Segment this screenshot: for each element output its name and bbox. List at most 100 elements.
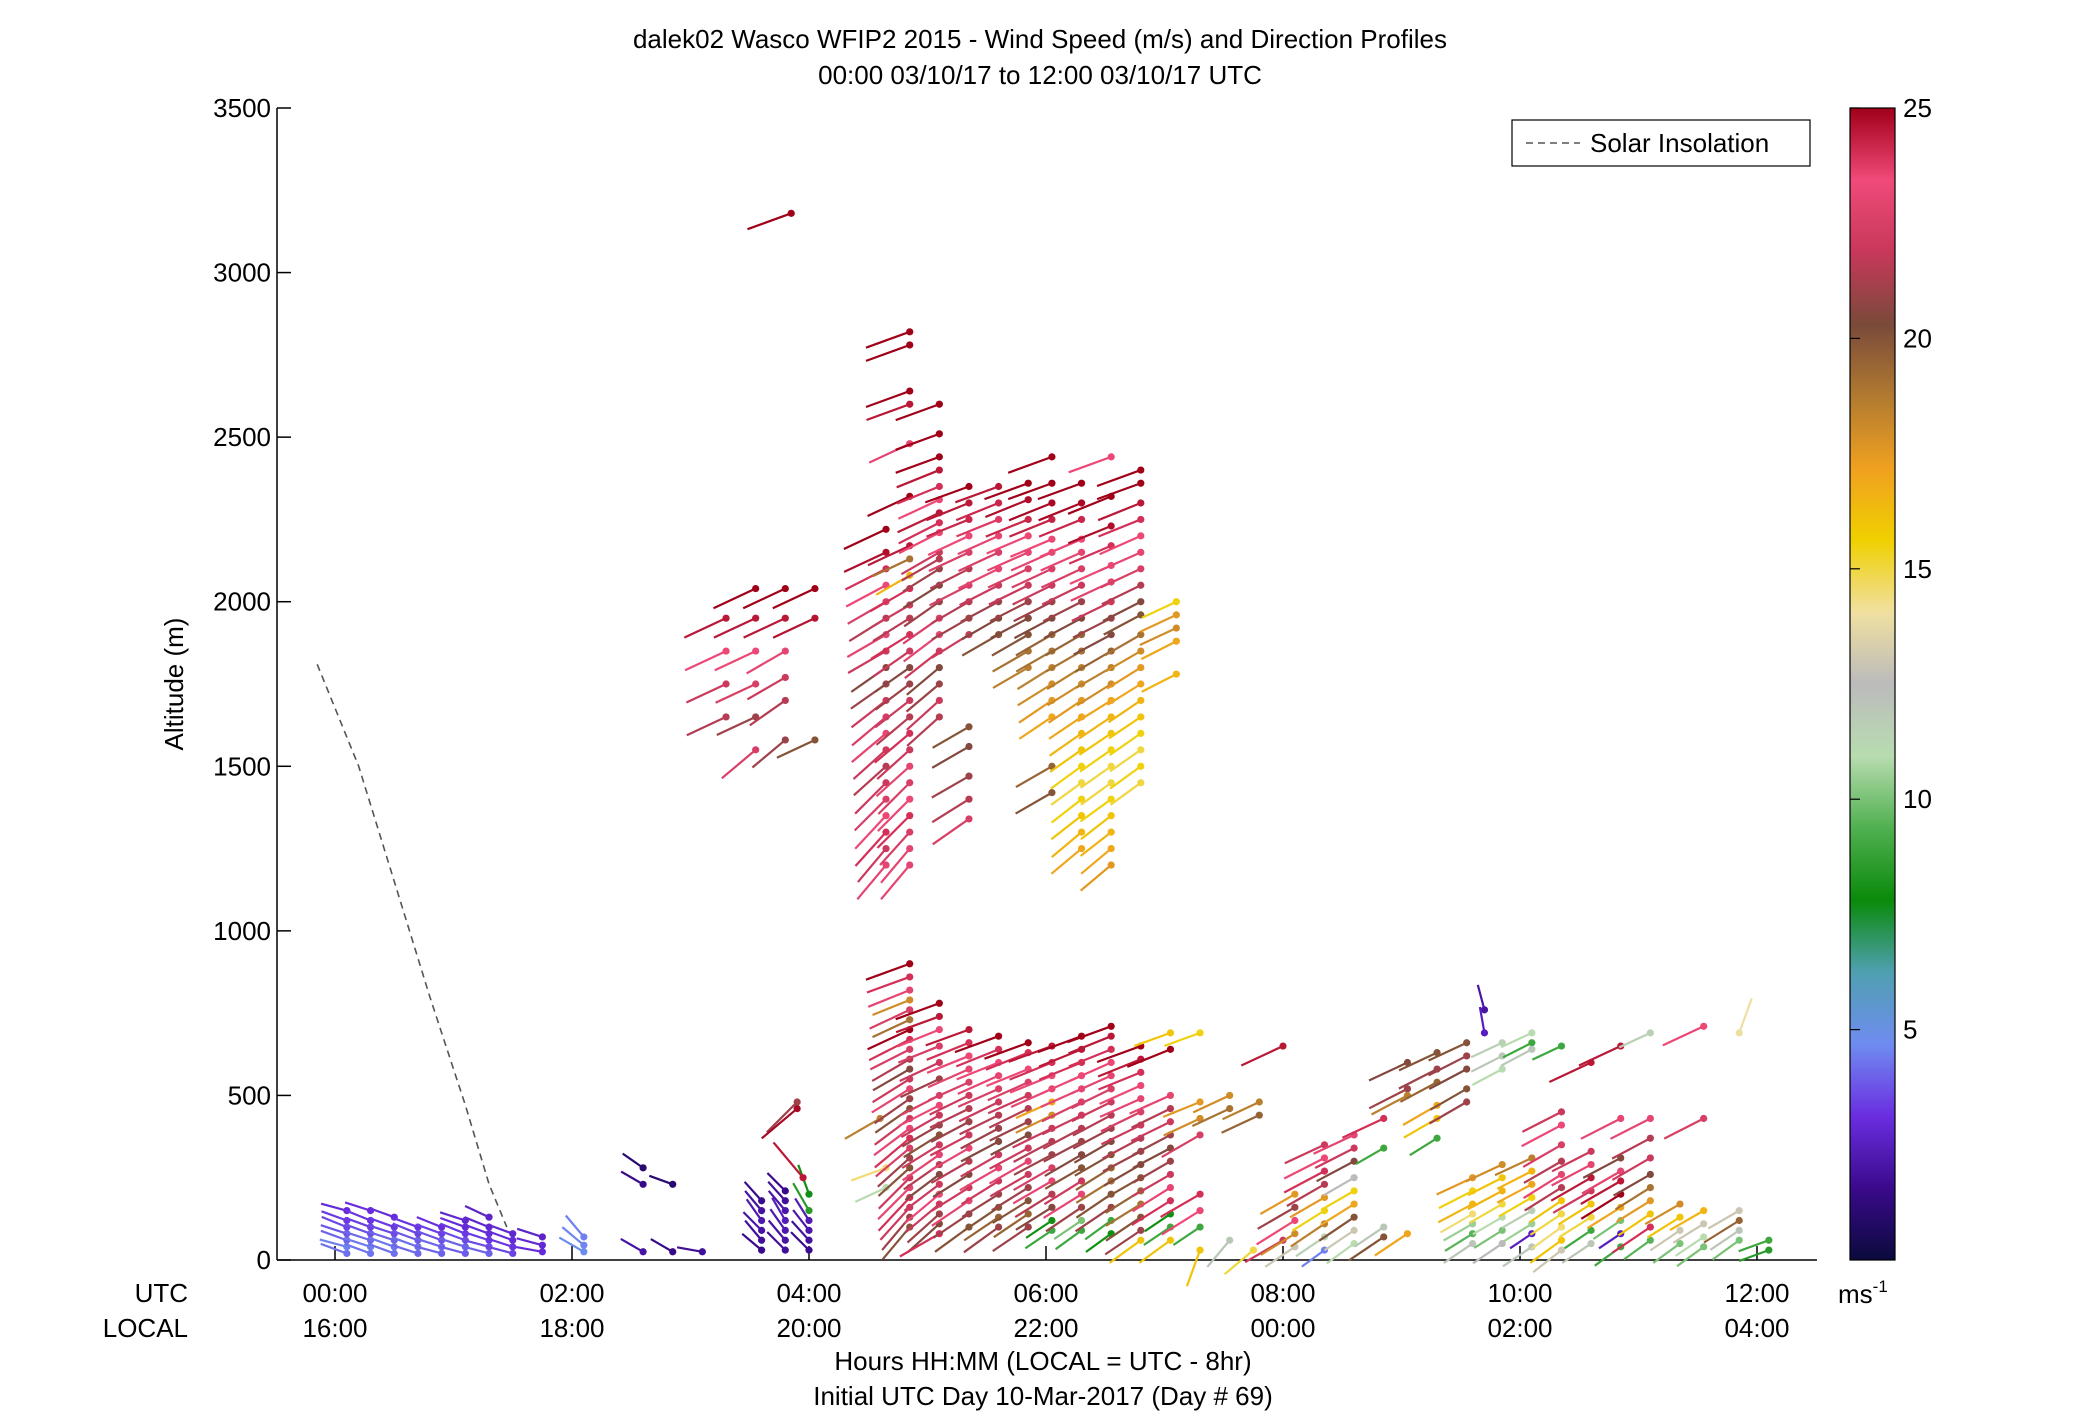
wind-barb-point — [906, 1045, 914, 1053]
wind-barb-shaft — [1067, 495, 1112, 515]
wind-barb-shaft — [869, 587, 911, 613]
wind-barb-shaft — [931, 775, 970, 799]
wind-barb-point — [906, 1164, 914, 1172]
wind-barb-shaft — [1049, 748, 1083, 773]
x-tick-label-local: 16:00 — [302, 1313, 367, 1343]
wind-barb-point — [758, 1236, 766, 1244]
x-tick-label-local: 20:00 — [776, 1313, 841, 1343]
wind-barb-point — [965, 795, 973, 803]
wind-barb-shaft — [957, 1074, 1000, 1095]
wind-barb-shaft — [880, 847, 911, 884]
wind-barb-point — [882, 525, 890, 533]
wind-barb-point — [722, 680, 730, 688]
wind-barb-point — [1617, 1177, 1625, 1185]
wind-barb-point — [1048, 515, 1056, 524]
wind-barb-shaft — [905, 683, 941, 713]
wind-barb-shaft — [876, 749, 911, 780]
wind-barb-shaft — [391, 1236, 419, 1248]
wind-barb-shaft — [1669, 1209, 1705, 1232]
x-tick-label-utc: 04:00 — [776, 1278, 841, 1308]
wind-barb-shaft — [1096, 469, 1142, 488]
wind-barb-shaft — [866, 975, 911, 994]
y-tick-label: 3500 — [213, 93, 271, 123]
wind-barb-point — [1498, 1187, 1506, 1195]
wind-barb-shaft — [1038, 501, 1082, 522]
x-tick-label-utc: 08:00 — [1250, 1278, 1315, 1308]
wind-barb-point — [1077, 1203, 1086, 1211]
x-axis-ticks: 00:00 16:00 02:00 18:00 04:00 20:00 06:00 22:00… — [302, 1246, 1790, 1343]
wind-barb-point — [1320, 1180, 1329, 1188]
wind-barb-point — [1024, 1197, 1032, 1205]
chart-title: dalek02 Wasco WFIP2 2015 - Wind Speed (m… — [633, 24, 1447, 54]
wind-barb-point — [906, 986, 914, 994]
wind-barb-shaft — [903, 1183, 941, 1212]
wind-barbs — [319, 209, 1773, 1287]
wind-barb-shaft — [904, 1193, 941, 1225]
wind-barb-shaft — [1073, 1140, 1112, 1164]
wind-barb-shaft — [959, 584, 1000, 607]
wind-barb-point — [1463, 1052, 1471, 1060]
wind-barb-shaft — [1100, 1110, 1142, 1133]
wind-barb-shaft — [1038, 518, 1082, 538]
wind-barb-point — [935, 1111, 943, 1119]
wind-barb-shaft — [929, 1094, 970, 1116]
wind-barb-point — [882, 828, 890, 836]
wind-barb-shaft — [1011, 567, 1053, 589]
wind-barb-point — [722, 647, 730, 655]
wind-barb-point — [995, 1098, 1003, 1106]
wind-barb-shaft — [932, 1173, 970, 1198]
wind-barb-shaft — [930, 1120, 970, 1143]
wind-barb-shaft — [854, 814, 887, 850]
wind-barb-shaft — [1301, 1249, 1326, 1268]
wind-barb-shaft — [516, 1227, 543, 1239]
wind-barb-shaft — [1050, 781, 1083, 806]
wind-barb-shaft — [439, 1216, 466, 1229]
wind-barb-shaft — [367, 1230, 395, 1242]
wind-barb-shaft — [1341, 1117, 1385, 1139]
wind-barb-shaft — [926, 1054, 970, 1074]
wind-barb-point — [1255, 1098, 1263, 1106]
wind-barb-point — [995, 1032, 1003, 1040]
wind-barb-shaft — [751, 739, 787, 769]
wind-barb-shaft — [931, 1186, 970, 1212]
wind-barb-point — [1498, 1174, 1506, 1182]
wind-barb-point — [995, 1085, 1003, 1093]
wind-barb-shaft — [924, 485, 970, 504]
wind-barb-point — [1024, 515, 1032, 524]
wind-barb-point — [1137, 598, 1145, 606]
wind-barb-shaft — [1069, 1061, 1112, 1082]
wind-barb-shaft — [854, 831, 887, 867]
wind-barb-shaft — [843, 551, 887, 573]
wind-barb-shaft — [872, 1018, 911, 1039]
wind-barb-shaft — [992, 650, 1029, 673]
wind-barb-shaft — [990, 1133, 1029, 1156]
wind-barb-point — [1024, 1118, 1032, 1126]
wind-barb-shaft — [344, 1216, 371, 1229]
wind-barb-shaft — [954, 1035, 999, 1054]
wind-barb-shaft — [1018, 699, 1053, 724]
wind-barb-point — [1557, 1108, 1566, 1116]
wind-barb-shaft — [1326, 1242, 1355, 1265]
wind-barb-point — [1480, 1029, 1489, 1037]
wind-barb-point — [1700, 1022, 1708, 1030]
wind-barb-shaft — [1075, 666, 1112, 689]
wind-barb-shaft — [1472, 1242, 1503, 1265]
wind-barb-shaft — [874, 699, 911, 729]
wind-barb-point — [1048, 1203, 1056, 1211]
wind-barb-shaft — [684, 650, 727, 672]
wind-barb-point — [1166, 1197, 1175, 1205]
wind-barb-point — [1024, 1170, 1032, 1179]
wind-barb-point — [906, 1095, 914, 1103]
wind-barb-shaft — [1096, 482, 1142, 501]
wind-barb-shaft — [1080, 781, 1112, 806]
wind-barb-shaft — [985, 1068, 1029, 1088]
wind-barb-shaft — [1500, 1048, 1533, 1067]
wind-barb-shaft — [1439, 1212, 1474, 1234]
wind-barb-shaft — [1050, 847, 1083, 875]
wind-barb-point — [965, 532, 973, 540]
wind-barb-shaft — [961, 1193, 1000, 1218]
x-tick-label-utc: 10:00 — [1487, 1278, 1552, 1308]
wind-barb-shaft — [1738, 1239, 1770, 1253]
wind-barb-shaft — [1580, 1193, 1622, 1220]
wind-barb-shaft — [683, 617, 727, 639]
